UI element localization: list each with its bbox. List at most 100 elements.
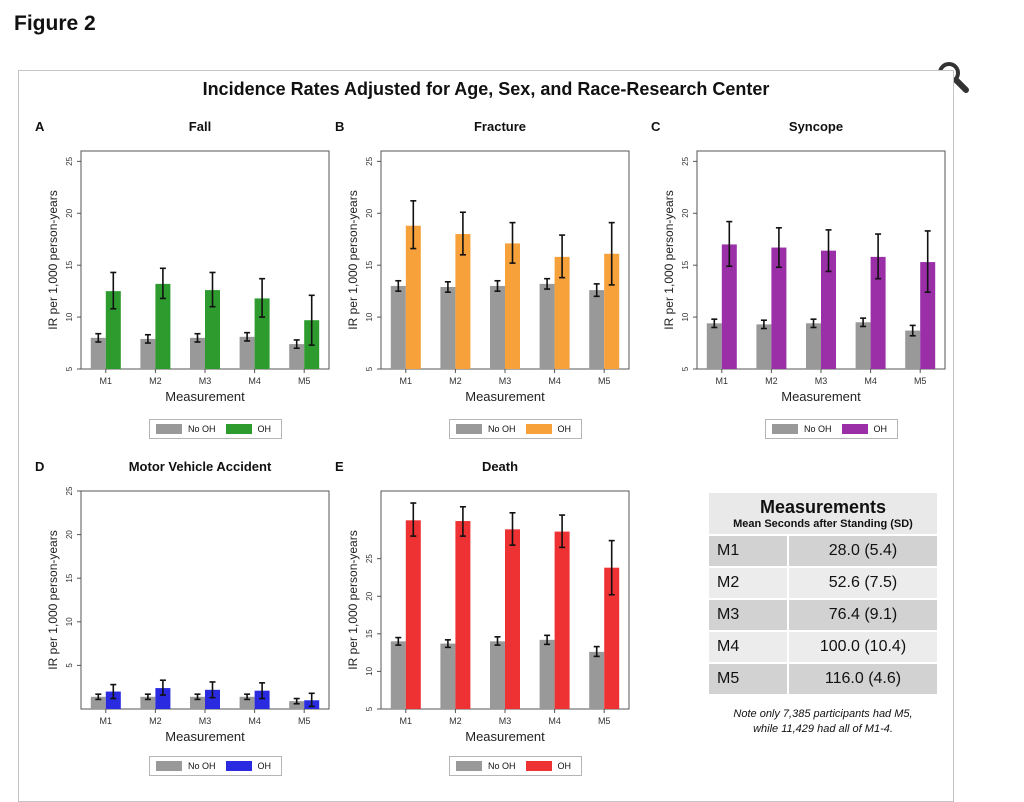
y-tick-label: 20 <box>681 208 690 217</box>
panel-death: E Death 5 10 15 20 25 IR per 1,000 person-yea… <box>335 459 635 789</box>
x-tick-label: M1 <box>100 716 113 726</box>
legend: No OH OH <box>765 419 899 439</box>
x-tick-label: M5 <box>598 716 611 726</box>
panel-letter: B <box>335 119 345 134</box>
no-oh-swatch <box>156 424 182 434</box>
panel-letter: D <box>35 459 45 474</box>
x-tick-label: M1 <box>716 376 729 386</box>
oh-bar <box>505 243 520 369</box>
x-axis-label: Measurement <box>165 389 245 404</box>
oh-label: OH <box>557 424 572 434</box>
x-tick-label: M1 <box>400 376 413 386</box>
oh-bar <box>721 244 737 369</box>
panel-title: Motor Vehicle Accident <box>128 459 272 474</box>
page-heading: Figure 2 <box>14 12 96 35</box>
y-tick-label: 25 <box>65 486 74 495</box>
measurement-key: M5 <box>707 662 789 696</box>
oh-bar <box>205 290 220 369</box>
plot-area <box>80 490 330 710</box>
legend: No OH OH <box>149 419 283 439</box>
y-axis-label: IR per 1,000 person-years <box>662 190 676 329</box>
oh-bar <box>405 520 421 709</box>
x-tick-label: M1 <box>100 376 113 386</box>
oh-bar <box>155 688 171 709</box>
x-tick-label: M3 <box>199 716 212 726</box>
x-axis-label: Measurement <box>165 729 245 744</box>
no-oh-swatch <box>456 761 482 771</box>
no-oh-bar <box>190 337 205 369</box>
no-oh-bar <box>190 696 205 709</box>
no-oh-bar <box>806 323 821 369</box>
measurement-key: M2 <box>707 566 789 600</box>
x-tick-label: M3 <box>815 376 828 386</box>
y-tick-label: 25 <box>681 156 690 165</box>
y-axis-label: IR per 1,000 person-years <box>46 190 60 329</box>
oh-label: OH <box>873 424 888 434</box>
y-tick-label: 20 <box>365 208 374 217</box>
no-oh-bar <box>140 696 156 709</box>
x-axis-label: Measurement <box>465 389 545 404</box>
no-oh-bar <box>239 696 255 709</box>
panel-motor-vehicle-accident: D Motor Vehicle Accident 5 10 15 20 25 IR per… <box>35 459 335 789</box>
no-oh-bar <box>855 322 871 369</box>
y-tick-label: 5 <box>65 663 74 668</box>
oh-bar <box>155 283 171 369</box>
no-oh-swatch <box>156 761 182 771</box>
y-tick-label: 25 <box>65 156 74 165</box>
x-tick-label: M4 <box>548 716 561 726</box>
oh-bar <box>405 225 421 369</box>
oh-bar <box>604 253 620 369</box>
no-oh-bar <box>90 337 106 369</box>
x-tick-label: M5 <box>914 376 927 386</box>
x-tick-label: M4 <box>248 716 261 726</box>
oh-swatch <box>225 761 252 771</box>
y-tick-label: 25 <box>365 554 374 563</box>
y-tick-label: 10 <box>65 312 74 321</box>
measurement-value: 116.0 (4.6) <box>787 662 939 696</box>
panel-title: Syncope <box>788 119 844 134</box>
x-tick-label: M3 <box>199 376 212 386</box>
no-oh-bar <box>90 696 106 709</box>
y-tick-label: 20 <box>65 208 74 217</box>
y-tick-label: 15 <box>365 629 374 638</box>
panel-title: Fall <box>188 119 212 134</box>
no-oh-bar <box>539 283 555 369</box>
no-oh-bar <box>289 344 305 369</box>
no-oh-swatch <box>456 424 482 434</box>
panel-letter: C <box>651 119 661 134</box>
y-tick-label: 10 <box>681 312 690 321</box>
note-line: Note only 7,385 participants had M5, <box>733 708 913 720</box>
no-oh-bar <box>589 651 605 709</box>
measurements-table-header: Measurements Mean Seconds after Standing… <box>707 491 939 536</box>
oh-bar <box>105 691 121 709</box>
oh-bar <box>105 291 121 369</box>
oh-label: OH <box>257 424 272 434</box>
measurements-table: Measurements Mean Seconds after Standing… <box>707 491 939 696</box>
measurement-value: 76.4 (9.1) <box>787 598 939 632</box>
oh-label: OH <box>257 761 272 771</box>
y-tick-label: 10 <box>365 666 374 675</box>
x-tick-label: M4 <box>548 376 561 386</box>
x-axis-label: Measurement <box>781 389 861 404</box>
table-row: M3 76.4 (9.1) <box>707 598 939 632</box>
syncope-chart: 5 10 15 20 25 IR per 1,000 person-years M1 M2 M3… <box>662 150 946 404</box>
measurements-table-subtitle: Mean Seconds after Standing (SD) <box>733 518 913 530</box>
oh-swatch <box>525 424 552 434</box>
table-row: M4 100.0 (10.4) <box>707 630 939 664</box>
note-line: while 11,429 had all of M1-4. <box>753 723 893 735</box>
panel-syncope: C Syncope 5 10 15 20 25 IR per 1,000 person-y… <box>651 119 951 449</box>
measurement-key: M1 <box>707 534 789 568</box>
oh-swatch <box>841 424 868 434</box>
no-oh-bar <box>289 701 305 709</box>
no-oh-bar <box>390 285 406 369</box>
no-oh-bar <box>239 336 255 369</box>
x-tick-label: M2 <box>149 716 162 726</box>
x-tick-label: M4 <box>248 376 261 386</box>
oh-bar <box>254 298 270 369</box>
oh-bar <box>771 247 787 369</box>
x-tick-label: M2 <box>765 376 778 386</box>
no-oh-bar <box>390 641 406 709</box>
no-oh-bar <box>140 338 156 369</box>
no-oh-label: No OH <box>804 424 832 434</box>
y-tick-label: 10 <box>365 312 374 321</box>
